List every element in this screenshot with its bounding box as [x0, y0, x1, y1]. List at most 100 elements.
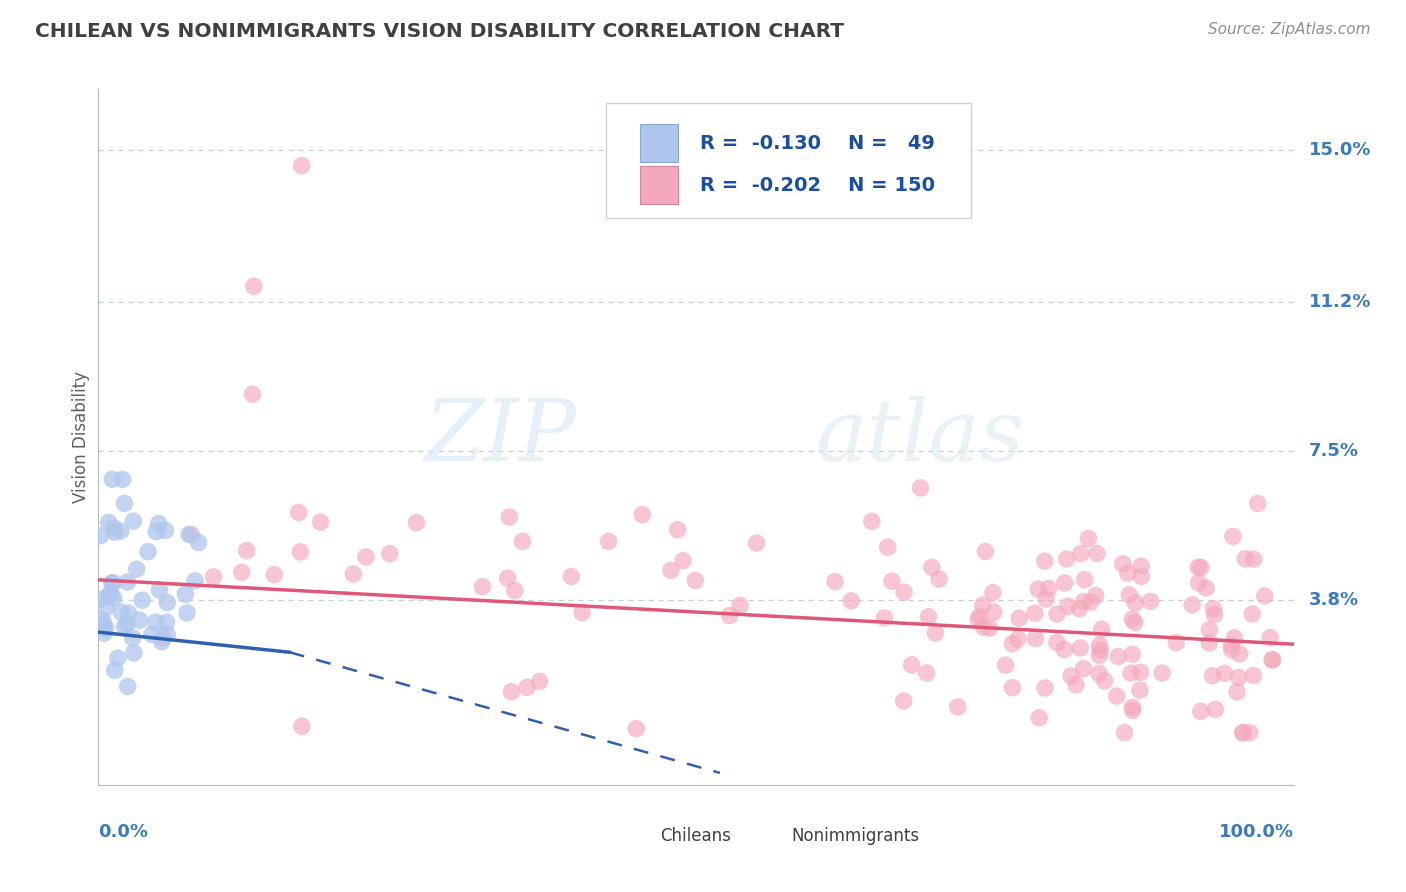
Point — [152, 631, 174, 645]
Point — [598, 534, 620, 549]
Text: 100.0%: 100.0% — [1219, 823, 1294, 841]
Text: 7.5%: 7.5% — [1309, 442, 1360, 460]
Point — [1129, 665, 1152, 680]
Point — [1077, 532, 1099, 546]
Point — [529, 674, 551, 689]
Point — [117, 606, 139, 620]
Point — [117, 680, 139, 694]
Point — [880, 574, 903, 589]
Point — [1053, 576, 1076, 591]
Point — [1122, 703, 1144, 717]
Point — [111, 472, 134, 486]
Point — [1033, 681, 1056, 695]
Point — [659, 563, 682, 577]
Point — [876, 540, 898, 554]
Point — [1189, 560, 1212, 574]
Point — [516, 681, 538, 695]
Point — [1026, 582, 1049, 596]
Point — [103, 591, 125, 605]
Point — [1254, 589, 1277, 603]
Point — [104, 664, 127, 678]
Point — [1241, 607, 1264, 621]
Point — [1119, 666, 1142, 681]
Point — [141, 627, 163, 641]
Point — [917, 609, 939, 624]
Point — [1088, 666, 1111, 681]
Point — [177, 527, 200, 541]
Bar — [619, 827, 652, 847]
Point — [174, 587, 197, 601]
Point — [101, 472, 124, 486]
Point — [115, 617, 138, 632]
Point — [117, 575, 139, 590]
Point — [176, 606, 198, 620]
Point — [1057, 599, 1080, 614]
Point — [471, 580, 494, 594]
Point — [242, 387, 264, 401]
Point — [354, 549, 377, 564]
Point — [1220, 642, 1243, 657]
Point — [1229, 647, 1251, 661]
Point — [685, 574, 707, 588]
Point — [1084, 589, 1107, 603]
Point — [893, 694, 915, 708]
Point — [946, 700, 969, 714]
Point — [101, 575, 124, 590]
Point — [122, 514, 145, 528]
Point — [98, 587, 121, 601]
Point — [291, 719, 314, 733]
Point — [89, 592, 111, 607]
Point — [100, 576, 122, 591]
Point — [1195, 581, 1218, 595]
Point — [1152, 665, 1174, 680]
Point — [1035, 591, 1057, 606]
Point — [112, 619, 135, 633]
Point — [1198, 623, 1220, 637]
Point — [1024, 632, 1046, 646]
Text: R =  -0.202    N = 150: R = -0.202 N = 150 — [700, 176, 935, 194]
Point — [342, 567, 364, 582]
Text: R =  -0.130    N =   49: R = -0.130 N = 49 — [700, 134, 935, 153]
Point — [1166, 636, 1188, 650]
Point — [967, 612, 990, 626]
Point — [263, 567, 285, 582]
Point — [91, 613, 114, 627]
Text: CHILEAN VS NONIMMIGRANTS VISION DISABILITY CORRELATION CHART: CHILEAN VS NONIMMIGRANTS VISION DISABILI… — [35, 22, 844, 41]
Point — [405, 516, 427, 530]
Point — [974, 544, 997, 558]
Point — [202, 570, 225, 584]
Point — [839, 594, 862, 608]
Text: ZIP: ZIP — [425, 396, 576, 478]
Point — [928, 572, 950, 586]
Point — [1122, 700, 1144, 714]
Point — [180, 527, 202, 541]
Point — [1234, 551, 1257, 566]
Point — [981, 585, 1004, 599]
Point — [1070, 547, 1092, 561]
Point — [718, 608, 741, 623]
Point — [1243, 552, 1265, 566]
Point — [97, 516, 120, 530]
Point — [184, 574, 207, 588]
Point — [1187, 575, 1209, 590]
Point — [503, 583, 526, 598]
Point — [900, 657, 922, 672]
Point — [1201, 669, 1223, 683]
Point — [1130, 569, 1153, 583]
Point — [1064, 678, 1087, 692]
Point — [114, 496, 136, 510]
Point — [666, 523, 689, 537]
Point — [121, 631, 143, 645]
Point — [1028, 711, 1050, 725]
Point — [1007, 632, 1029, 646]
Point — [873, 611, 896, 625]
Point — [156, 596, 179, 610]
Point — [1053, 642, 1076, 657]
Text: 11.2%: 11.2% — [1309, 293, 1372, 311]
Point — [1232, 725, 1254, 739]
Point — [1204, 702, 1226, 716]
Point — [155, 524, 177, 538]
Point — [1118, 588, 1140, 602]
Point — [94, 621, 117, 635]
Point — [110, 605, 132, 619]
